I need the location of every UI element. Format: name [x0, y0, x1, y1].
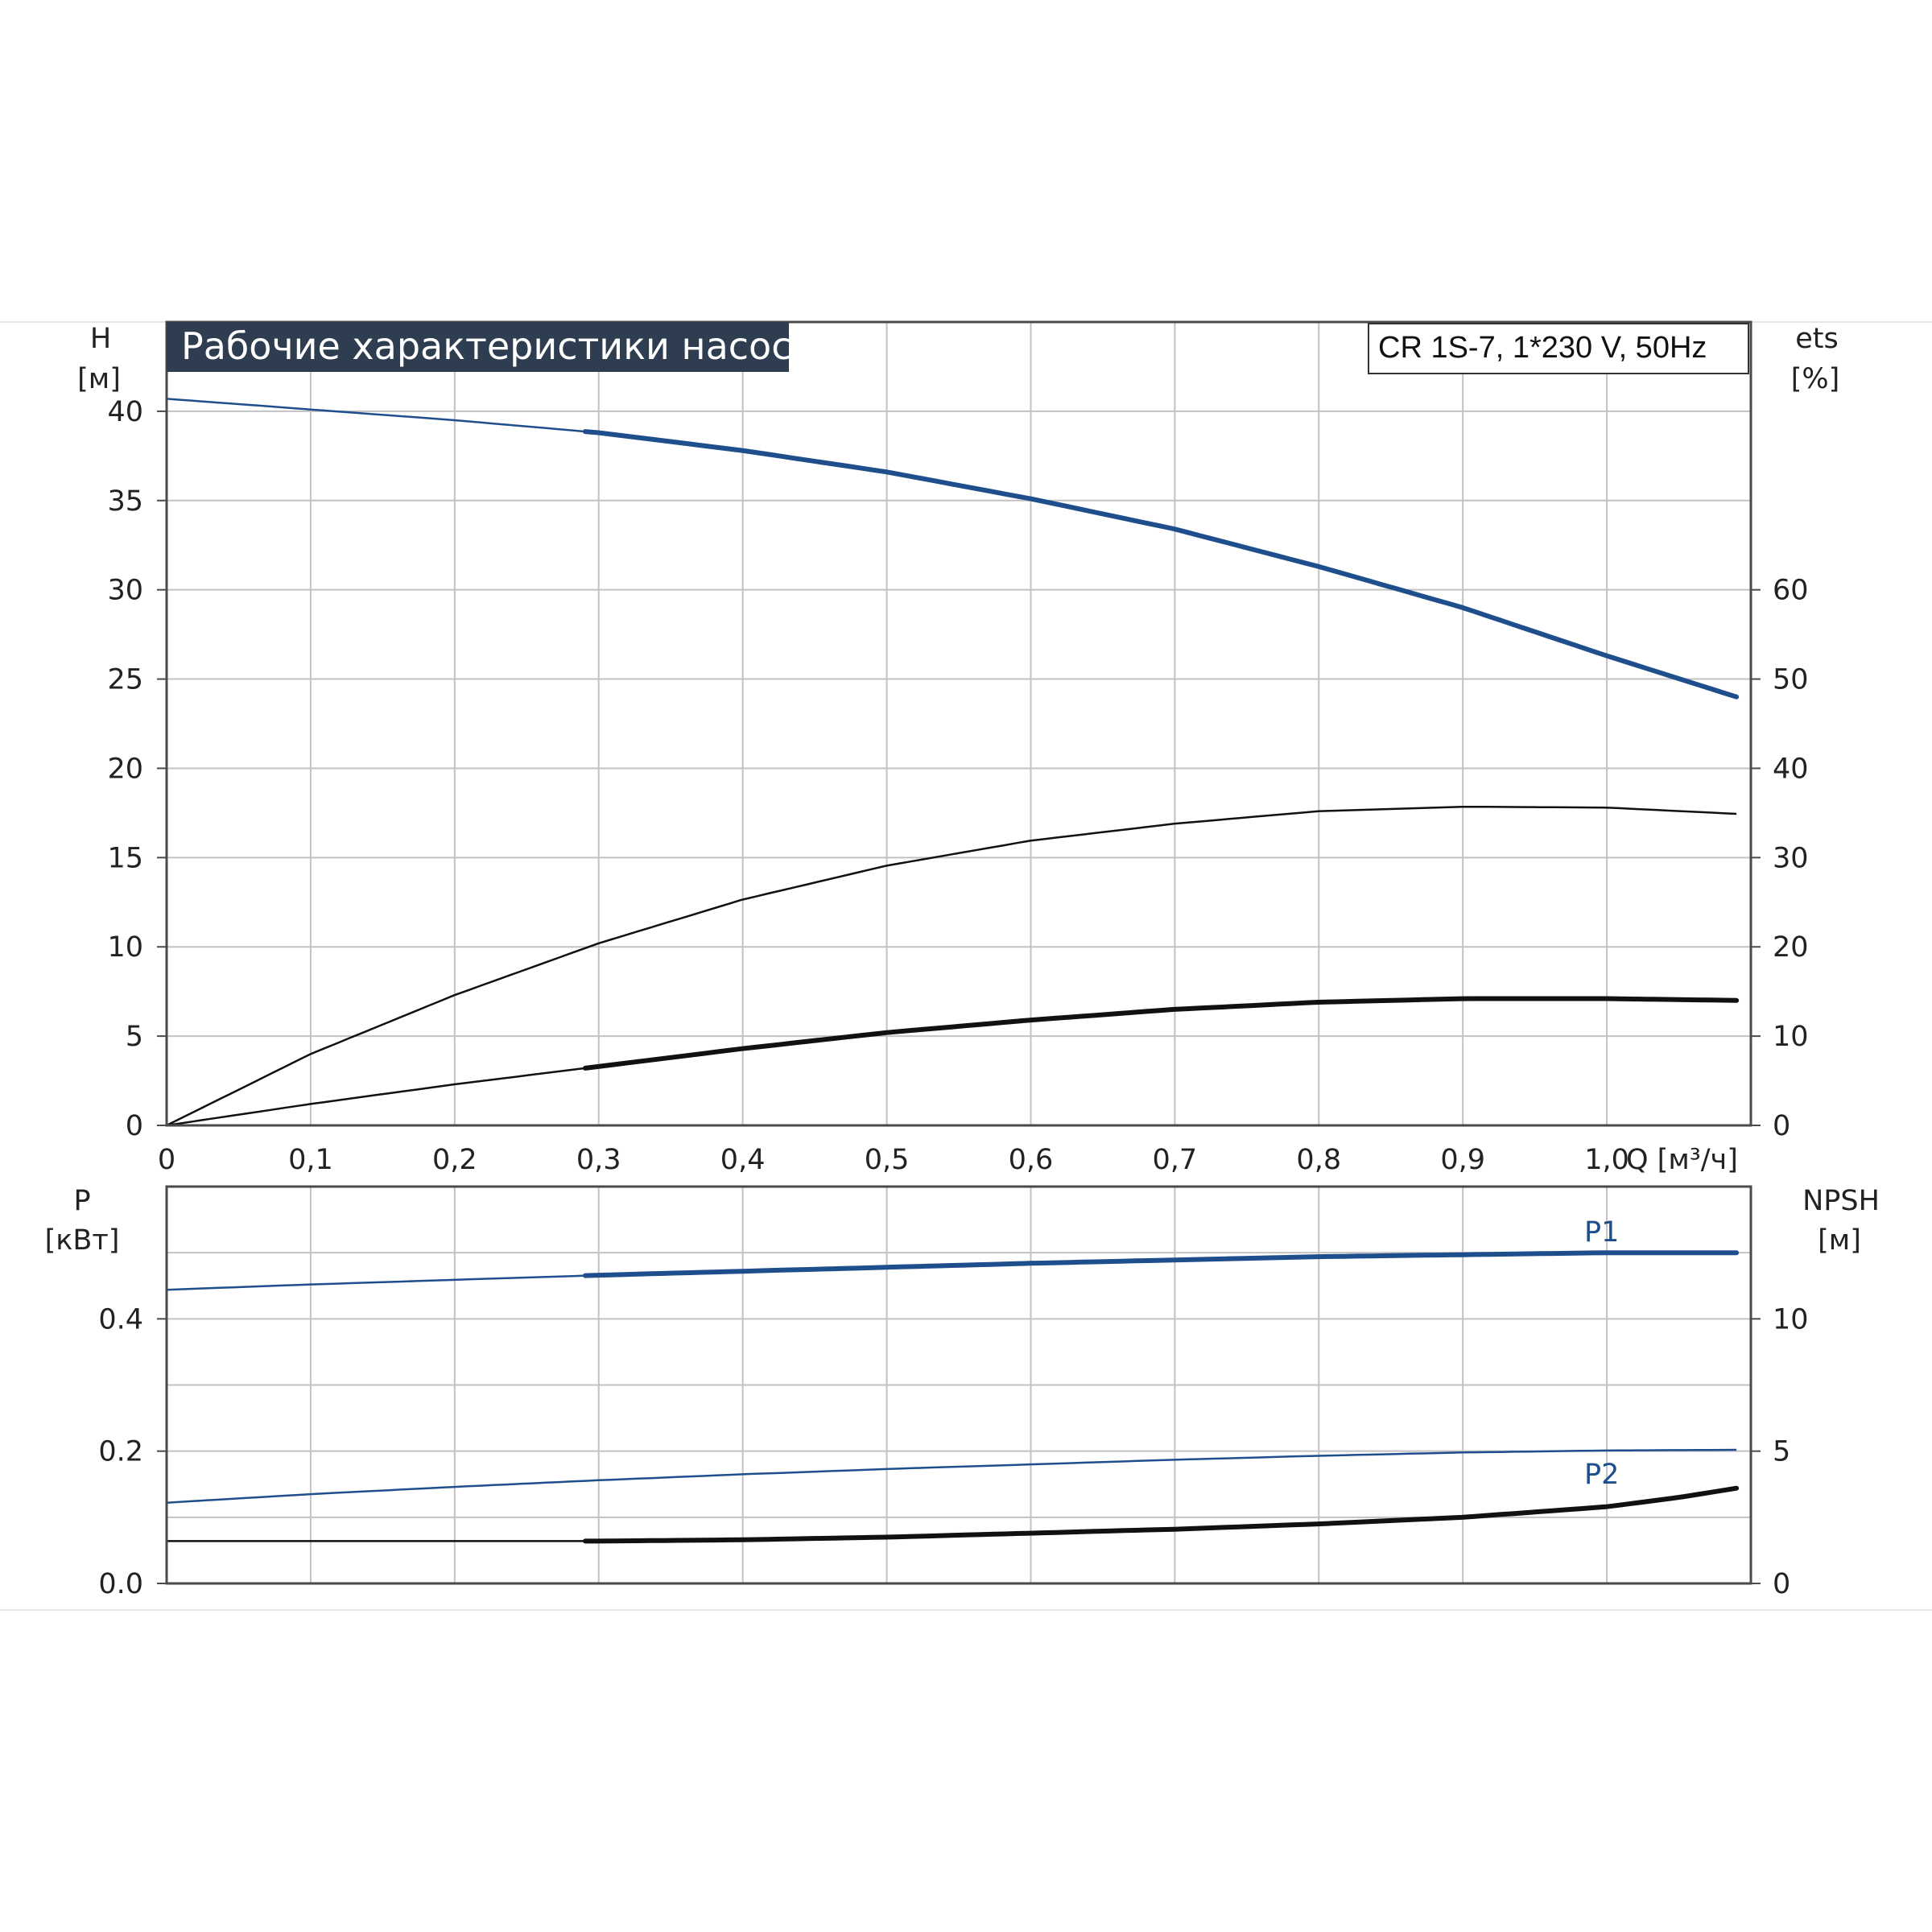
npsh-tick-label: 0: [1773, 1568, 1790, 1600]
flow-axis-label: Q [м³/ч]: [1626, 1144, 1738, 1176]
x-tick-label: 0,3: [576, 1144, 621, 1176]
series-line-emphasis-top-0: [583, 429, 1740, 700]
y-tick-label-left: 25: [107, 664, 143, 696]
x-tick-label: 0,2: [432, 1144, 477, 1176]
npsh-axis-symbol: NPSH: [1802, 1185, 1880, 1217]
x-tick-label: 0,1: [288, 1144, 333, 1176]
p-tick-label: 0.0: [98, 1568, 143, 1600]
top-chart-curves: [166, 398, 1740, 1127]
power-axis-unit: [кВт]: [45, 1224, 120, 1257]
y-tick-label-right: 40: [1773, 753, 1809, 785]
bottom-chart-grid: [167, 1187, 1751, 1583]
power-axis-symbol: P: [73, 1185, 90, 1217]
x-tick-label: 0: [158, 1144, 175, 1176]
top-chart-grid: [167, 321, 1751, 1125]
y-tick-label-left: 0: [126, 1110, 143, 1142]
x-tick-label: 0,9: [1440, 1144, 1485, 1176]
npsh-tick-label: 5: [1773, 1436, 1790, 1468]
series-labels: P1 P2: [1584, 1216, 1619, 1491]
series-line-top-1: [166, 805, 1737, 1127]
chart-title-banner: [167, 322, 789, 372]
y-tick-label-right: 0: [1773, 1110, 1790, 1142]
y-tick-label-left: 20: [107, 753, 143, 785]
y-tick-label-right: 10: [1773, 1021, 1809, 1053]
series-line-bottom-0: [166, 1251, 1737, 1291]
eta-axis-symbol: ets: [1795, 323, 1839, 355]
y-tick-label-left: 5: [126, 1021, 143, 1053]
head-axis-symbol: H: [90, 323, 111, 355]
series-label-p1: P1: [1584, 1216, 1619, 1249]
series-line-emphasis-bottom-2: [583, 1485, 1740, 1544]
series-line-top-0: [166, 398, 1737, 698]
series-line-emphasis-bottom-0: [583, 1250, 1740, 1278]
x-tick-label: 0,4: [720, 1144, 766, 1176]
bottom-chart-curves: [166, 1250, 1740, 1544]
y-tick-label-right: 30: [1773, 842, 1809, 874]
x-tick-label: 1,0: [1584, 1144, 1629, 1176]
y-tick-label-left: 35: [107, 485, 143, 518]
series-line-emphasis-top-2: [583, 996, 1740, 1071]
y-tick-label-left: 10: [107, 931, 143, 964]
head-axis-unit: [м]: [77, 363, 121, 395]
top-plot-border: [165, 320, 1752, 1127]
eta-axis-unit: [%]: [1791, 363, 1840, 395]
chart-title: Рабочие характеристики насоса: [181, 324, 815, 368]
x-tick-label: 0,5: [865, 1144, 910, 1176]
y-tick-label-right: 60: [1773, 575, 1809, 607]
p-tick-label: 0.2: [98, 1436, 143, 1468]
bottom-plot-border: [165, 1185, 1752, 1585]
x-tick-label: 0,7: [1153, 1144, 1198, 1176]
model-label: CR 1S-7, 1*230 V, 50Hz: [1378, 331, 1707, 365]
x-tick-label: 0,8: [1296, 1144, 1341, 1176]
y-tick-label-left: 15: [107, 842, 143, 874]
npsh-axis-unit: [м]: [1818, 1224, 1861, 1257]
series-line-bottom-1: [166, 1448, 1737, 1505]
y-tick-label-left: 30: [107, 575, 143, 607]
series-label-p2: P2: [1584, 1459, 1619, 1491]
npsh-tick-label: 10: [1773, 1303, 1809, 1335]
y-tick-label-right: 20: [1773, 931, 1809, 964]
x-tick-label: 0,6: [1009, 1144, 1054, 1176]
model-box: [1368, 323, 1749, 374]
y-tick-label-left: 40: [107, 396, 143, 428]
tick-labels: 0 0,1 0,2 0,3 0,4 0,5 0,6 0,7 0,8 0,9 1,0 0 5 10 15 20 2…: [98, 396, 1808, 1600]
p-tick-label: 0.4: [98, 1303, 143, 1335]
y-tick-label-right: 50: [1773, 664, 1809, 696]
